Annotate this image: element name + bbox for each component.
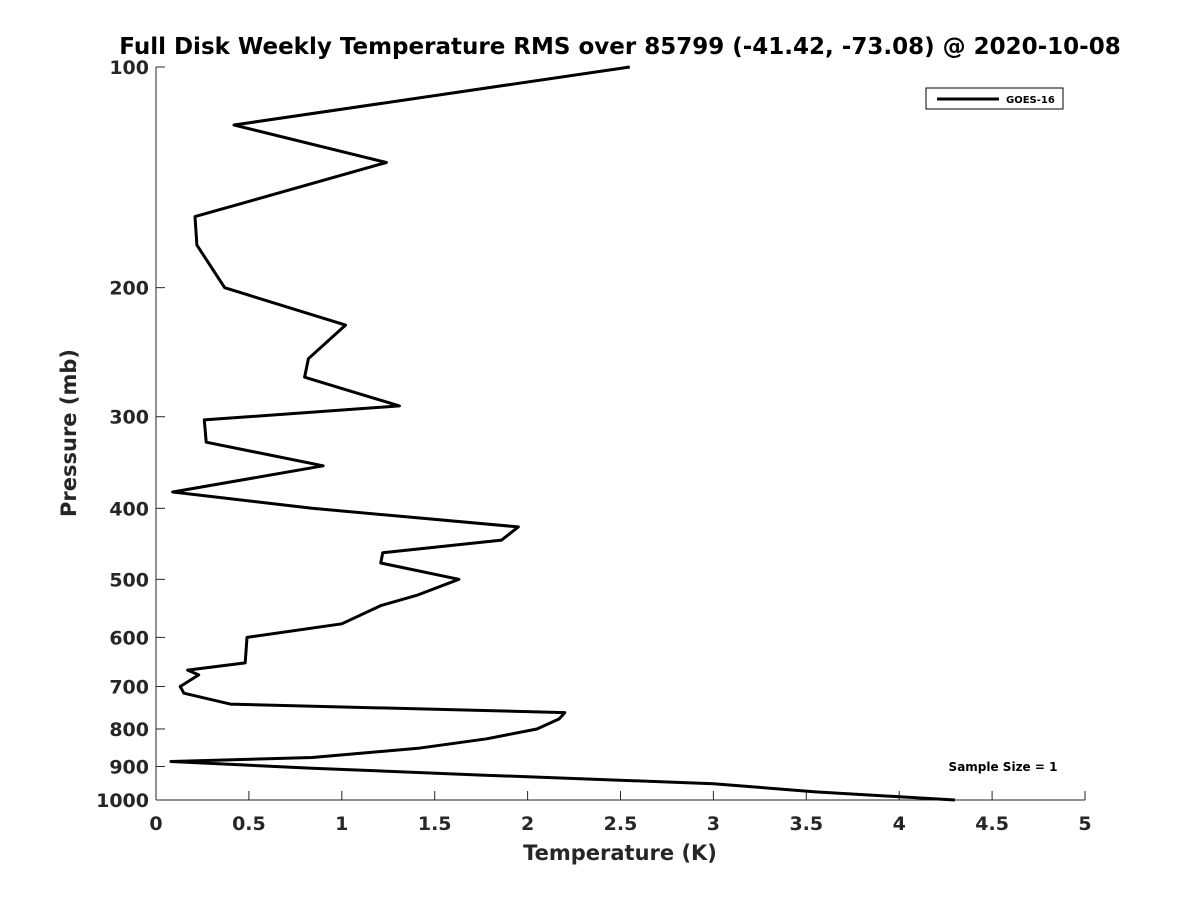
- x-tick-label: 4: [893, 813, 906, 835]
- y-tick-label: 900: [109, 756, 149, 778]
- x-tick-label: 2.5: [604, 813, 638, 835]
- legend-entry-goes-16: GOES-16: [1006, 95, 1055, 106]
- y-tick-label: 300: [109, 407, 149, 429]
- y-tick-label: 600: [109, 627, 149, 649]
- x-tick-label: 1: [335, 813, 348, 835]
- chart-title: Full Disk Weekly Temperature RMS over 85…: [119, 34, 1121, 60]
- legend: GOES-16: [925, 87, 1064, 110]
- y-tick-label: 700: [109, 676, 149, 698]
- y-tick-label: 1000: [96, 790, 149, 812]
- x-tick-label: 3: [707, 813, 720, 835]
- sample-size-annotation: Sample Size = 1: [949, 760, 1058, 774]
- y-tick-label: 100: [109, 57, 149, 79]
- series-line-goes-16: [169, 65, 955, 802]
- axes: 0 0.5 1 1.5 2 2.5 3 3.5 4 4.5 5 100 200 300 400 500 600 7…: [96, 57, 1092, 835]
- x-tick-label: 0.5: [232, 813, 266, 835]
- y-tick-label: 400: [109, 498, 149, 520]
- x-tick-label: 1.5: [418, 813, 452, 835]
- x-tick-label: 4.5: [975, 813, 1009, 835]
- x-tick-label: 2: [521, 813, 534, 835]
- y-tick-label: 200: [109, 278, 149, 300]
- x-tick-label: 3.5: [789, 813, 823, 835]
- x-axis-label: Temperature (K): [523, 841, 717, 865]
- x-tick-label: 0: [149, 813, 162, 835]
- y-axis-label: Pressure (mb): [57, 349, 81, 517]
- x-tick-label: 5: [1078, 813, 1091, 835]
- y-tick-label: 800: [109, 719, 149, 741]
- series-layer: [169, 65, 955, 802]
- y-tick-label: 500: [109, 569, 149, 591]
